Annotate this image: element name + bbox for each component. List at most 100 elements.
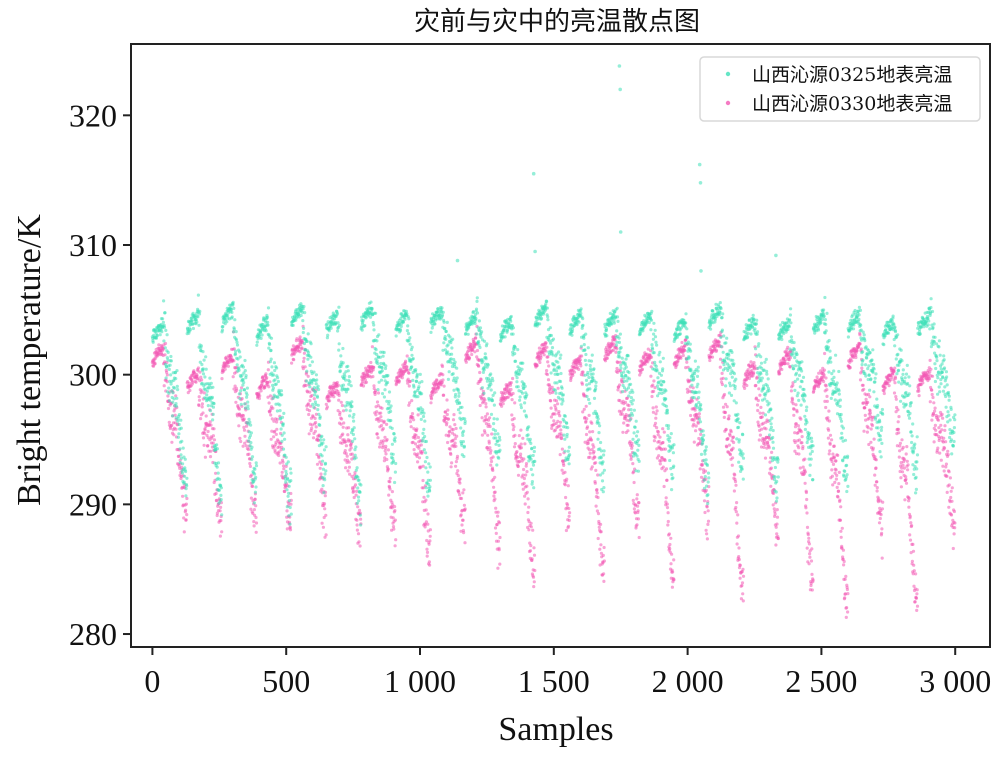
data-point (372, 384, 376, 388)
data-point (774, 525, 778, 529)
data-point (269, 413, 273, 417)
data-point (797, 446, 801, 450)
data-point (430, 393, 434, 397)
data-point (442, 320, 446, 324)
data-point (461, 491, 465, 495)
data-point (789, 389, 794, 393)
data-point (898, 441, 903, 445)
data-point (870, 423, 875, 428)
data-point (185, 484, 189, 488)
data-point (478, 345, 482, 350)
data-point (390, 490, 394, 494)
data-point (160, 330, 164, 334)
data-point (651, 383, 655, 387)
data-point (254, 515, 258, 520)
data-point (491, 468, 495, 472)
data-point (622, 370, 626, 374)
data-point (626, 423, 630, 427)
data-point (371, 375, 375, 379)
data-point (947, 470, 951, 474)
data-point (416, 413, 420, 417)
data-point (663, 458, 667, 463)
data-point (201, 411, 205, 415)
data-point (556, 386, 560, 390)
data-point (629, 382, 633, 386)
data-point (307, 432, 311, 436)
data-point (670, 488, 674, 492)
data-point (348, 414, 352, 418)
data-point (252, 520, 256, 524)
data-point (738, 563, 742, 568)
data-point (778, 372, 782, 376)
data-point (636, 448, 640, 452)
data-point (666, 519, 670, 524)
data-point (197, 395, 201, 399)
data-point (947, 483, 951, 487)
data-point (616, 360, 620, 365)
data-point (265, 380, 270, 384)
data-point (218, 534, 222, 538)
data-point (495, 522, 499, 527)
data-point (942, 469, 946, 473)
data-point (323, 535, 327, 539)
data-point (836, 489, 841, 493)
data-point (563, 470, 567, 474)
data-point (386, 373, 390, 378)
data-point (180, 439, 184, 443)
data-point (421, 464, 425, 468)
data-point (215, 465, 219, 469)
data-point (272, 361, 276, 365)
data-point (910, 524, 914, 528)
data-point (496, 539, 500, 543)
data-point (314, 412, 318, 416)
data-point (352, 412, 356, 417)
data-point (204, 414, 208, 418)
data-point (248, 420, 252, 424)
data-point (324, 445, 328, 449)
data-point (446, 417, 450, 421)
data-point (584, 352, 588, 357)
data-point (428, 465, 432, 469)
data-point (553, 403, 557, 408)
data-point (666, 511, 670, 515)
data-point (196, 293, 200, 297)
data-point (561, 393, 566, 397)
data-point (182, 530, 186, 534)
data-point (361, 380, 365, 384)
data-point (601, 460, 605, 464)
data-point (630, 413, 635, 417)
data-point (346, 469, 350, 473)
data-point (665, 411, 670, 415)
data-point (181, 462, 185, 466)
data-point (393, 470, 397, 474)
data-point (666, 523, 670, 527)
data-point (900, 470, 905, 474)
data-point (364, 380, 369, 384)
data-point (808, 555, 812, 559)
data-point (631, 437, 635, 441)
data-point (410, 345, 414, 349)
data-point (631, 398, 635, 402)
data-point (417, 456, 422, 460)
data-point (315, 395, 320, 399)
data-point (255, 340, 259, 344)
data-point (451, 428, 455, 432)
data-point (203, 428, 207, 432)
data-point (553, 428, 558, 432)
data-point (307, 409, 312, 413)
data-point (449, 452, 453, 456)
data-point (841, 548, 846, 552)
data-point (442, 341, 446, 345)
data-point (708, 358, 712, 363)
data-point (635, 497, 639, 501)
data-point (626, 354, 630, 358)
data-point (250, 455, 255, 459)
data-point (602, 449, 606, 453)
data-point (846, 610, 850, 614)
data-point (539, 355, 543, 359)
data-point (316, 384, 320, 388)
data-point (805, 546, 809, 550)
data-point (513, 401, 517, 405)
data-point (902, 466, 907, 470)
